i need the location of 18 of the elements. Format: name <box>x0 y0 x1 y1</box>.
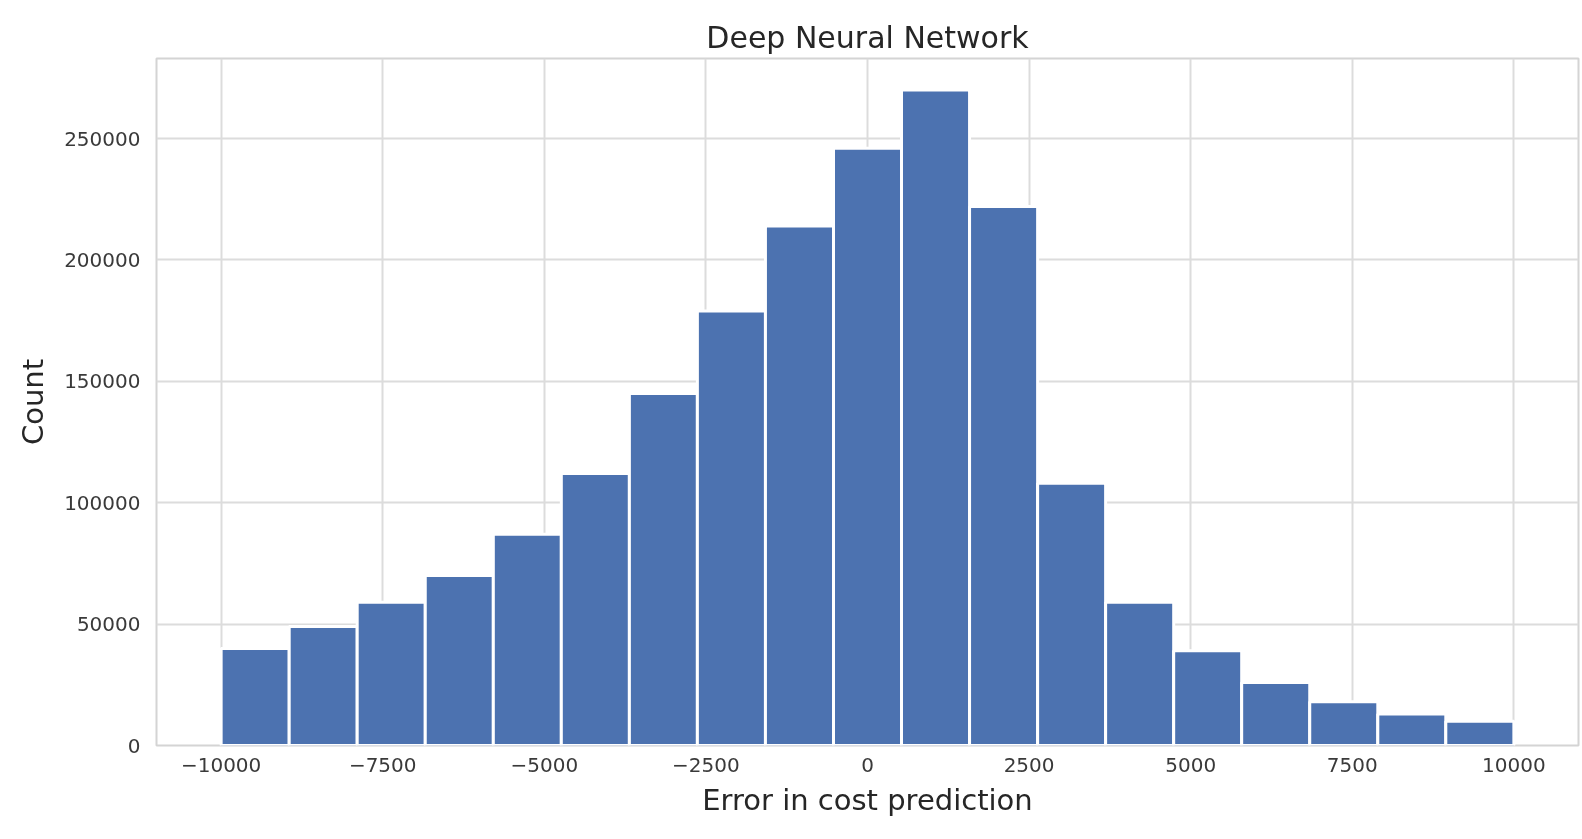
chart-title: Deep Neural Network <box>706 19 1030 55</box>
x-tick-label: −5000 <box>510 752 579 777</box>
x-tick-label: −10000 <box>180 752 262 777</box>
y-tick-label: 250000 <box>64 126 141 151</box>
x-tick-label: 5000 <box>1165 752 1217 777</box>
x-tick-label: −2500 <box>672 752 740 777</box>
y-tick-label: 150000 <box>64 369 141 394</box>
y-tick-label: 0 <box>127 733 141 758</box>
y-tick-label: 200000 <box>64 247 141 272</box>
y-axis-title: Count <box>16 358 51 446</box>
y-tick-label: 100000 <box>64 490 141 515</box>
x-axis-title: Error in cost prediction <box>702 782 1033 817</box>
x-tick-label: 7500 <box>1326 752 1378 777</box>
x-tick-label: −7500 <box>348 752 417 777</box>
x-tick-label: 0 <box>861 752 874 777</box>
y-tick-label: 50000 <box>76 612 141 637</box>
x-tick-label: 2500 <box>1003 752 1055 777</box>
x-tick-label: 10000 <box>1482 752 1546 777</box>
